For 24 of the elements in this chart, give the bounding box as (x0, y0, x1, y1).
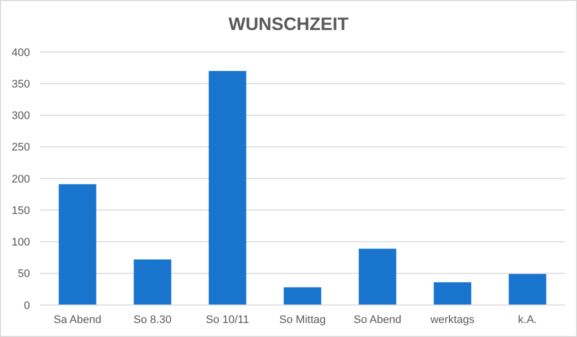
x-tick-label: werktags (429, 314, 475, 326)
x-tick-label: So Mittag (279, 314, 326, 326)
bar (58, 184, 96, 305)
x-tick-label: Sa Abend (54, 314, 102, 326)
y-tick-label: 250 (12, 142, 30, 154)
bar (208, 70, 246, 305)
y-tick-label: 200 (12, 173, 30, 186)
x-tick-label: So 10/11 (206, 314, 250, 326)
bar (284, 287, 322, 305)
y-tick-label: 50 (18, 268, 30, 280)
y-tick-label: 0 (24, 300, 30, 312)
bar (134, 259, 172, 305)
bar (358, 248, 396, 305)
x-tick-label: k.A. (518, 314, 537, 326)
bar (508, 274, 546, 305)
y-tick-label: 350 (12, 78, 30, 90)
chart-title: WUNSCHZEIT (228, 14, 348, 34)
y-tick-label: 300 (12, 110, 30, 122)
x-tick-label: So 8.30 (134, 314, 172, 326)
bar (434, 282, 472, 305)
y-tick-label: 400 (12, 46, 30, 59)
y-tick-label: 150 (12, 204, 30, 217)
x-tick-label: So Abend (354, 314, 402, 326)
y-tick-label: 100 (12, 236, 30, 249)
